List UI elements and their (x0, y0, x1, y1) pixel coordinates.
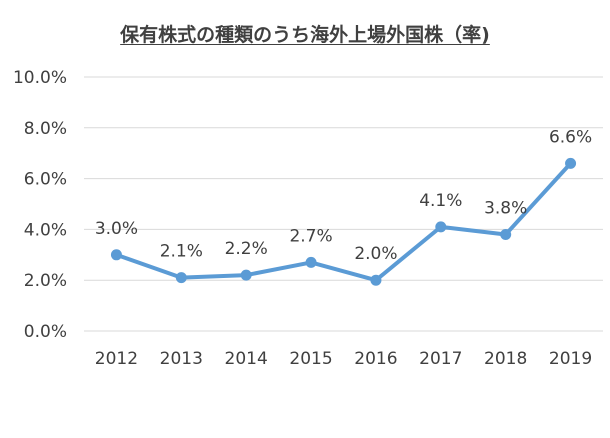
data-label: 2.0% (354, 244, 397, 264)
y-tick-label: 6.0% (24, 170, 67, 190)
data-point (305, 256, 317, 268)
data-point (435, 221, 447, 233)
data-point (240, 269, 252, 281)
y-tick-label: 2.0% (24, 271, 67, 291)
data-label: 3.8% (484, 198, 527, 218)
x-tick-label: 2018 (484, 349, 527, 369)
x-tick-label: 2016 (354, 349, 397, 369)
data-point (175, 272, 187, 284)
y-axis-ticks: 0.0% 2.0% 4.0% 6.0% 8.0% 10.0% (13, 68, 67, 342)
series (110, 157, 577, 286)
data-point (500, 228, 512, 240)
x-tick-label: 2012 (95, 349, 138, 369)
data-labels: 3.0% 2.1% 2.2% 2.7% 2.0% 4.1% 3.8% 6.6% (95, 127, 592, 264)
x-tick-label: 2013 (160, 349, 203, 369)
gridlines (84, 76, 603, 332)
data-label: 2.7% (289, 226, 332, 246)
x-tick-label: 2019 (549, 349, 592, 369)
data-label: 2.1% (160, 242, 203, 262)
chart-title: 保有株式の種類のうち海外上場外国株（率) (120, 24, 490, 46)
y-tick-label: 10.0% (13, 68, 67, 88)
data-point (110, 249, 122, 261)
y-tick-label: 8.0% (24, 119, 67, 139)
data-point (565, 157, 577, 169)
data-point (370, 274, 382, 286)
x-axis-ticks: 2012 2013 2014 2015 2016 2017 2018 2019 (95, 349, 592, 369)
x-tick-label: 2017 (419, 349, 462, 369)
data-label: 4.1% (419, 191, 462, 211)
y-tick-label: 4.0% (24, 220, 67, 240)
x-tick-label: 2015 (289, 349, 332, 369)
x-tick-label: 2014 (225, 349, 268, 369)
data-label: 3.0% (95, 219, 138, 239)
data-label: 6.6% (549, 127, 592, 147)
data-label: 2.2% (225, 239, 268, 259)
y-tick-label: 0.0% (24, 322, 67, 342)
series-line (114, 161, 573, 283)
